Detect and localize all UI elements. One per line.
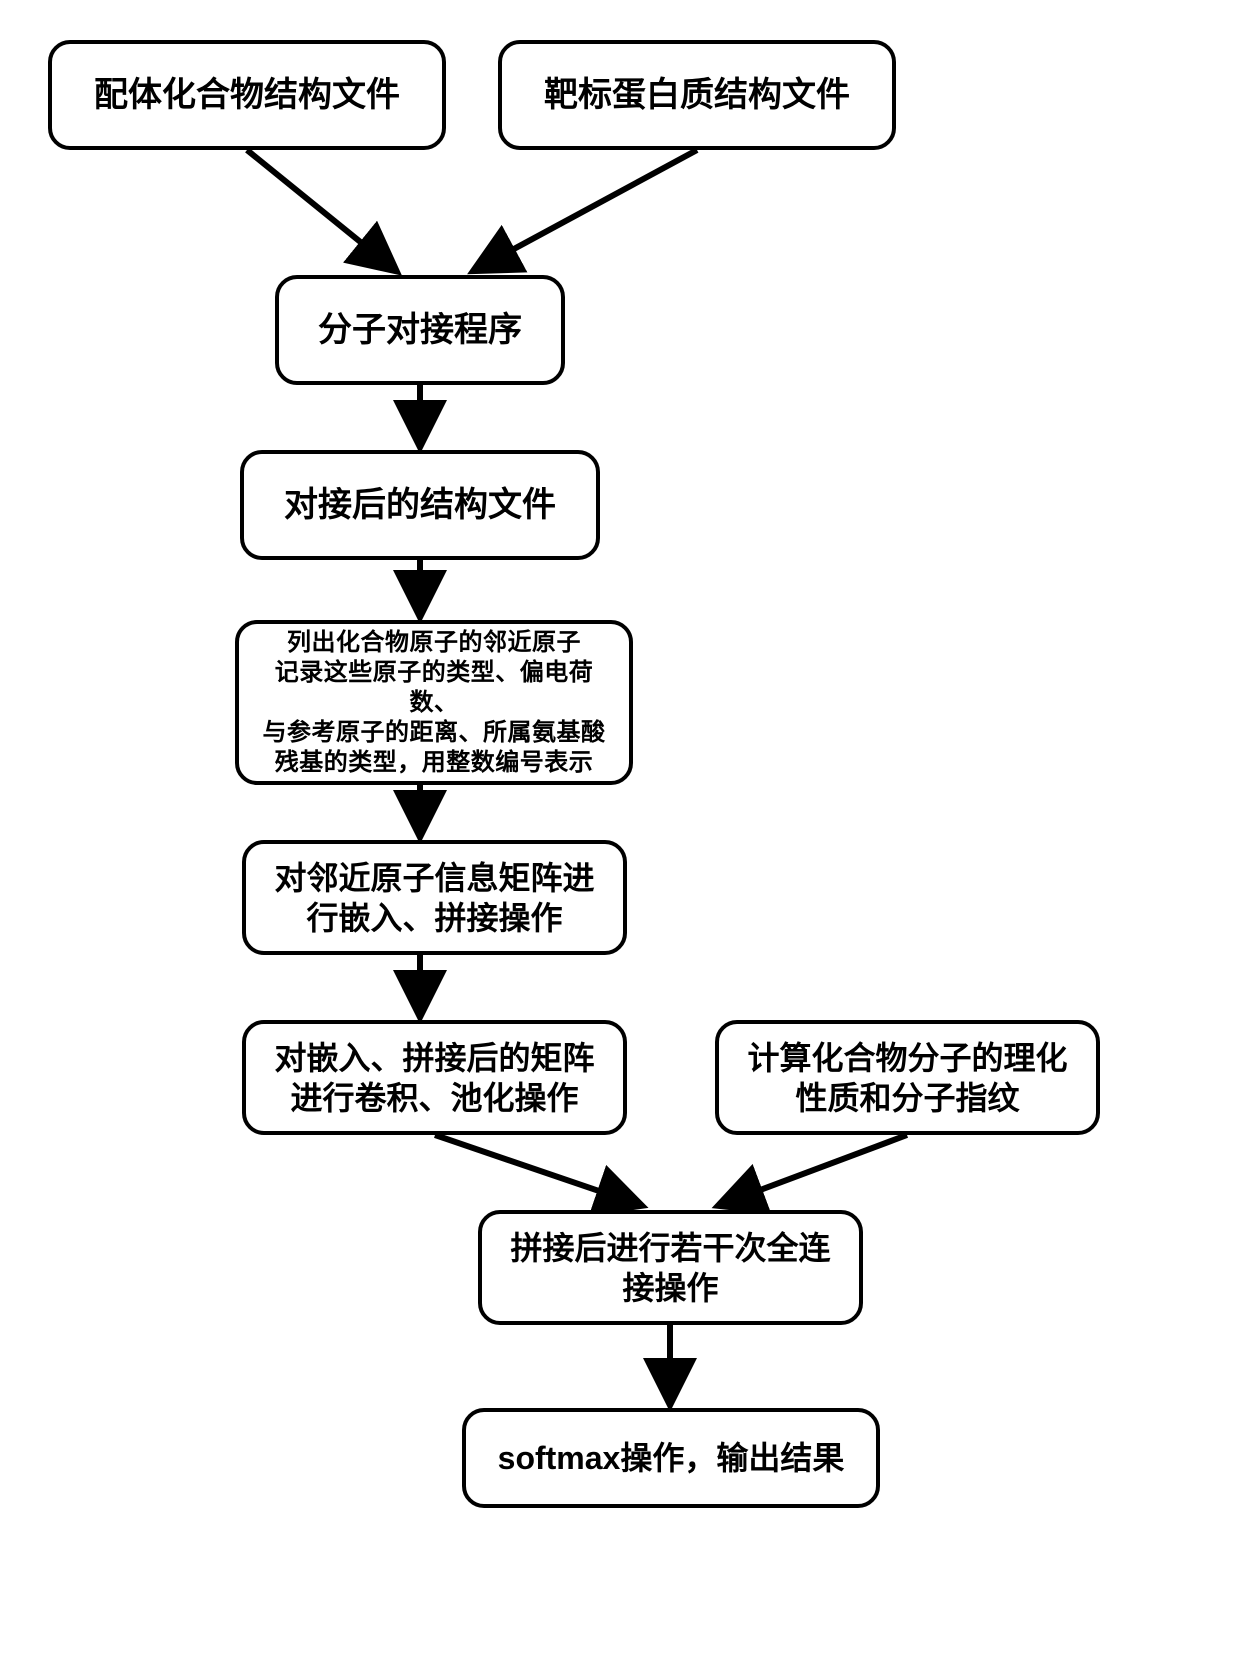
edge bbox=[720, 1135, 907, 1205]
node-physchem-fingerprint: 计算化合物分子的理化性质和分子指纹 bbox=[715, 1020, 1100, 1135]
node-molecular-docking: 分子对接程序 bbox=[275, 275, 565, 385]
node-list-neighbor-atoms: 列出化合物原子的邻近原子记录这些原子的类型、偏电荷数、与参考原子的距离、所属氨基… bbox=[235, 620, 633, 785]
edges-layer bbox=[0, 0, 1240, 1655]
edge bbox=[247, 150, 395, 270]
node-label: 靶标蛋白质结构文件 bbox=[544, 74, 850, 117]
node-label: 对邻近原子信息矩阵进行嵌入、拼接操作 bbox=[274, 858, 594, 938]
node-label: 分子对接程序 bbox=[318, 309, 522, 352]
node-fully-connected: 拼接后进行若干次全连接操作 bbox=[478, 1210, 863, 1325]
node-label: 对接后的结构文件 bbox=[284, 484, 556, 527]
node-label: 计算化合物分子的理化性质和分子指纹 bbox=[747, 1038, 1067, 1118]
node-softmax-output: softmax操作，输出结果 bbox=[462, 1408, 880, 1508]
node-label: softmax操作，输出结果 bbox=[498, 1438, 845, 1478]
node-ligand-structure-file: 配体化合物结构文件 bbox=[48, 40, 446, 150]
edge bbox=[475, 150, 697, 270]
node-conv-pool: 对嵌入、拼接后的矩阵进行卷积、池化操作 bbox=[242, 1020, 627, 1135]
node-target-protein-file: 靶标蛋白质结构文件 bbox=[498, 40, 896, 150]
node-label: 拼接后进行若干次全连接操作 bbox=[510, 1228, 830, 1308]
node-label: 对嵌入、拼接后的矩阵进行卷积、池化操作 bbox=[274, 1038, 594, 1118]
node-label: 列出化合物原子的邻近原子记录这些原子的类型、偏电荷数、与参考原子的距离、所属氨基… bbox=[257, 628, 611, 778]
node-docked-structure-file: 对接后的结构文件 bbox=[240, 450, 600, 560]
node-embed-concat: 对邻近原子信息矩阵进行嵌入、拼接操作 bbox=[242, 840, 627, 955]
node-label: 配体化合物结构文件 bbox=[94, 74, 400, 117]
flowchart-canvas: 配体化合物结构文件 靶标蛋白质结构文件 分子对接程序 对接后的结构文件 列出化合… bbox=[0, 0, 1240, 1655]
edge bbox=[435, 1135, 640, 1205]
